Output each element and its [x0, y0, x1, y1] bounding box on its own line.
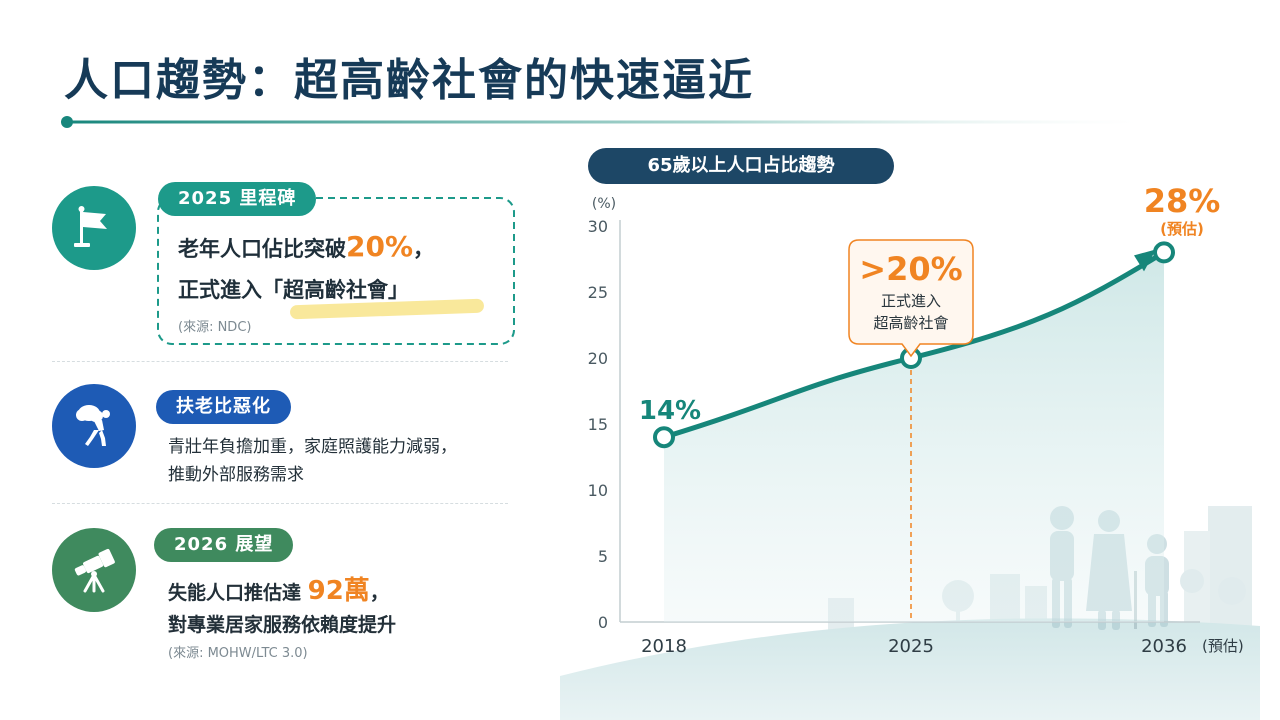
- outlook-highlight-920k: 92萬: [307, 576, 370, 606]
- callout-text-line-2: 超高齡社會: [873, 314, 948, 332]
- milestone-line-1: 老年人口佔比突破20%，: [178, 230, 435, 263]
- data-point-2036: [1153, 241, 1175, 264]
- x-tick-note-forecast: (預估): [1202, 637, 1244, 655]
- y-tick-label: 0: [598, 613, 608, 632]
- callout-text-line-1: 正式進入: [881, 292, 941, 310]
- card-outlook-2026: 2026 展望 失能人口推估達 92萬， 對專業居家服務依賴度提升 (來源: M…: [52, 522, 512, 672]
- x-tick-label: 2036: [1141, 636, 1187, 657]
- flag-icon-circle: [52, 186, 136, 270]
- y-tick-label: 20: [588, 349, 608, 368]
- person-carrying-load-icon: [76, 405, 110, 446]
- data-point-2018: [653, 426, 675, 449]
- data-label-2036-forecast: (預估): [1160, 220, 1204, 238]
- telescope-icon: [74, 548, 115, 593]
- outlook-line-2: 對專業居家服務依賴度提升: [168, 614, 397, 636]
- tag-dependency-ratio: 扶老比惡化: [156, 390, 291, 424]
- y-tick-label: 15: [588, 415, 608, 434]
- divider-2: [52, 503, 508, 504]
- series-arrowhead: [1134, 249, 1156, 272]
- milestone-highlight-20pct: 20%: [346, 230, 414, 263]
- y-tick-label: 5: [598, 547, 608, 566]
- x-tick-label: 2025: [888, 636, 934, 657]
- outlook-source: (來源: MOHW/LTC 3.0): [168, 646, 308, 661]
- ground-hill-decoration: [560, 618, 1260, 720]
- dependency-line-1: 青壯年負擔加重，家庭照護能力減弱，: [168, 437, 457, 457]
- chart-title: 65歲以上人口占比趨勢: [588, 148, 894, 184]
- y-tick-label: 10: [588, 481, 608, 500]
- data-label-2018: 14%: [639, 396, 701, 426]
- milestone-highlight-super-aged: 「超高齡社會」: [262, 278, 409, 302]
- outlook-line-1: 失能人口推估達 92萬，: [168, 576, 389, 606]
- milestone-line-2: 正式進入「超高齡社會」: [178, 278, 409, 302]
- title-underline: [61, 116, 1138, 128]
- person-carrying-load-icon-circle: [52, 384, 136, 468]
- series-area-fill: [664, 252, 1164, 622]
- data-label-2036: 28%: [1144, 186, 1221, 220]
- milestone-dashed-frame: [157, 197, 515, 345]
- page-title: 人口趨勢：超高齡社會的快速逼近: [64, 55, 754, 106]
- milestone-source: (來源: NDC): [178, 320, 252, 335]
- tag-milestone: 2025 里程碑: [158, 182, 317, 216]
- y-tick-label: 30: [588, 217, 608, 236]
- tag-outlook-2026: 2026 展望: [154, 528, 294, 562]
- x-tick-label: 2018: [641, 636, 687, 657]
- y-axis-unit-label: (%): [592, 196, 616, 212]
- card-dependency-ratio: 扶老比惡化 青壯年負擔加重，家庭照護能力減弱， 推動外部服務需求: [52, 384, 512, 485]
- telescope-icon-circle: [52, 528, 136, 612]
- card-milestone-2025: 2025 里程碑 老年人口佔比突破20%， 正式進入「超高齡社會」 (來源: N…: [52, 180, 515, 350]
- data-label-2025: >20%: [859, 250, 962, 288]
- y-tick-label: 25: [588, 283, 608, 302]
- dependency-line-2: 推動外部服務需求: [168, 465, 304, 485]
- divider-1: [52, 361, 508, 362]
- callout-box-2025: [848, 239, 974, 358]
- flag-icon: [74, 206, 107, 247]
